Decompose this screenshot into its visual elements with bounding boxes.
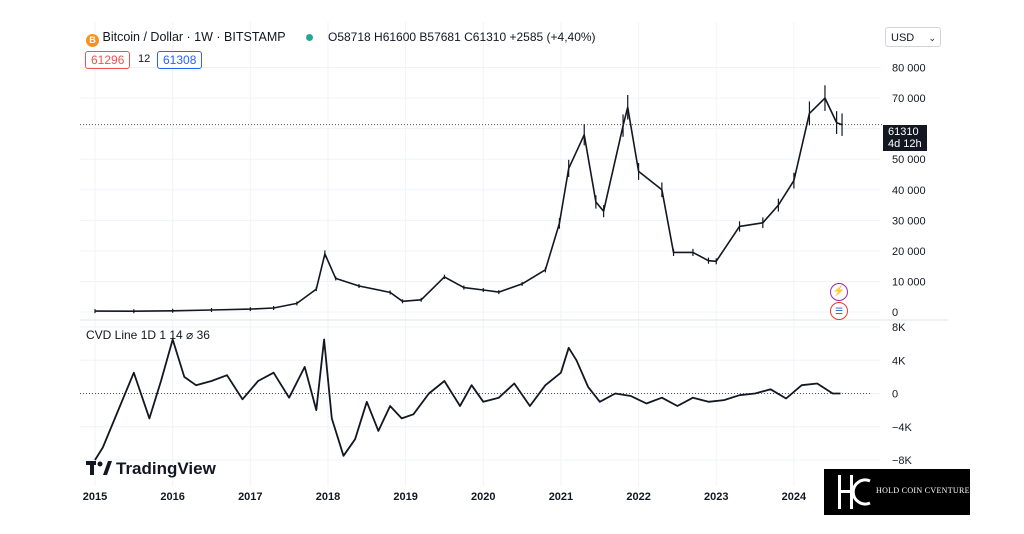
x-tick-label: 2021: [549, 491, 573, 503]
price-axis-label: 0: [892, 307, 898, 319]
x-tick-label: 2017: [238, 491, 262, 503]
ohlc-values: O58718 H61600 B57681 C61310 +2585 (+4,40…: [328, 30, 596, 44]
bitcoin-icon: B: [86, 34, 99, 47]
x-tick-label: 2016: [160, 491, 184, 503]
us-flag-icon[interactable]: ☰: [830, 302, 848, 320]
price-axis-label: 20 000: [892, 246, 926, 258]
tradingview-mark-icon: [86, 461, 112, 475]
currency-select[interactable]: USD ⌄: [885, 27, 941, 47]
x-tick-label: 2020: [471, 491, 495, 503]
price-axis-label: 80 000: [892, 63, 926, 75]
x-tick-label: 2015: [83, 491, 107, 503]
watermark-logo: HOLD COIN CVENTURE: [824, 469, 970, 515]
cvd-axis-label: −4K: [892, 422, 913, 434]
price-axis-label: 10 000: [892, 276, 926, 288]
cvd-axis-label: 4K: [892, 355, 906, 367]
x-tick-label: 2022: [626, 491, 650, 503]
price-axis-label: 30 000: [892, 215, 926, 227]
price-axis-label: 70 000: [892, 93, 926, 105]
x-tick-label: 2023: [704, 491, 728, 503]
x-tick-label: 2018: [316, 491, 340, 503]
cvd-axis-label: 0: [892, 389, 898, 401]
chart-canvas[interactable]: 2015 2016 2017 2018 2019 2020 2021 2022 2023 2024…: [80, 22, 948, 510]
cvd-axis-label: −8K: [892, 455, 913, 467]
currency-label: USD: [891, 32, 915, 44]
market-open-icon: [306, 34, 313, 41]
symbol-label: Bitcoin / Dollar · 1W · BITSTAMP: [102, 30, 286, 44]
tradingview-logo: TradingView: [86, 459, 216, 479]
sell-price-button[interactable]: 61296: [85, 51, 131, 69]
x-tick-label: 2019: [393, 491, 417, 503]
cvd-series-line: [94, 338, 841, 461]
last-price-value: 61310: [888, 126, 919, 138]
lightning-icon[interactable]: ⚡: [830, 283, 848, 301]
cvd-axis-label: 8K: [892, 322, 906, 334]
last-price-label: 61310 4d 12h: [883, 125, 927, 151]
bar-countdown: 4d 12h: [888, 138, 922, 150]
watermark-text: HOLD COIN CVENTURE: [876, 486, 970, 495]
chevron-down-icon: ⌄: [928, 33, 936, 43]
price-series-line: [94, 97, 843, 312]
price-axis-label: 40 000: [892, 185, 926, 197]
price-axis-label: 50 000: [892, 154, 926, 166]
x-tick-label: 2024: [782, 491, 807, 503]
hc-monogram-icon: [838, 475, 871, 509]
buy-price-button[interactable]: 61308: [157, 51, 203, 69]
spread-label: 12: [138, 53, 151, 65]
indicator-legend[interactable]: CVD Line 1D 1 14 ⌀ 36: [86, 328, 210, 342]
tradingview-text: TradingView: [116, 459, 216, 478]
chart-area[interactable]: 2015 2016 2017 2018 2019 2020 2021 2022 2023 2024…: [80, 22, 948, 510]
symbol-title[interactable]: B Bitcoin / Dollar · 1W · BITSTAMP: [86, 30, 286, 47]
